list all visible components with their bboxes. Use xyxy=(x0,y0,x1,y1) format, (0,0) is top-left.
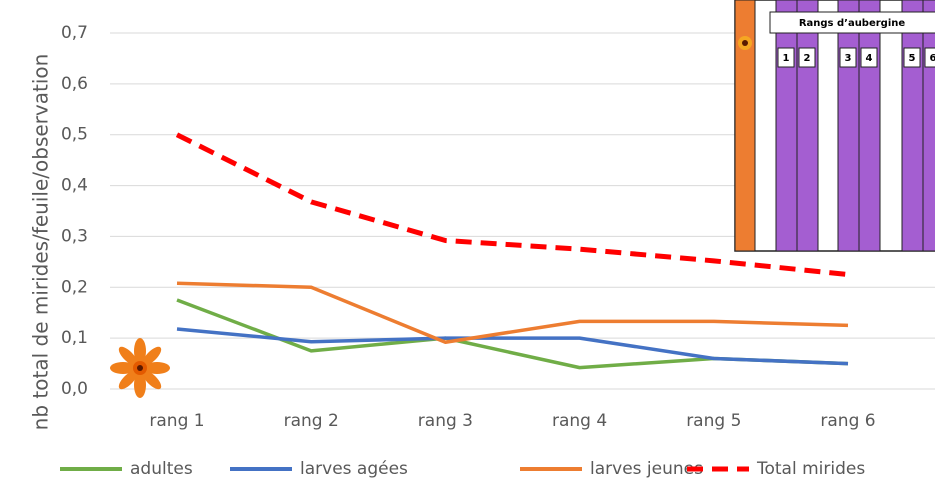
inset-title: Rangs d’aubergine xyxy=(799,18,906,29)
series-line xyxy=(177,329,848,364)
y-tick-label: 0,3 xyxy=(61,226,88,246)
legend: adultes larves agées larves jeunes Total mi… xyxy=(60,459,865,479)
x-tick-label: rang 6 xyxy=(820,411,875,431)
legend-label: larves agées xyxy=(300,459,408,479)
row-number: 5 xyxy=(909,53,916,64)
legend-label: Total mirides xyxy=(756,459,865,479)
x-tick-label: rang 5 xyxy=(686,411,741,431)
chart: nb total de mirides/feuile/observation 0… xyxy=(0,0,935,484)
series-line xyxy=(177,300,848,368)
y-tick-label: 0,4 xyxy=(61,176,88,196)
y-tick-label: 0,0 xyxy=(61,379,88,399)
y-tick-label: 0,1 xyxy=(61,328,88,348)
y-axis-label: nb total de mirides/feuile/observation xyxy=(29,54,53,431)
legend-label: larves jeunes xyxy=(590,459,703,479)
x-tick-label: rang 4 xyxy=(552,411,607,431)
x-tick-label: rang 2 xyxy=(284,411,339,431)
row-number: 1 xyxy=(783,53,790,64)
series-line xyxy=(177,283,848,342)
x-tick-label: rang 1 xyxy=(149,411,204,431)
y-tick-label: 0,6 xyxy=(61,74,88,94)
x-tick-label: rang 3 xyxy=(418,411,473,431)
y-tick-label: 0,5 xyxy=(61,125,88,145)
inset-diagram: Rangs d’aubergine 1 2 3 4 5 6 xyxy=(735,0,935,251)
legend-label: adultes xyxy=(130,459,193,479)
row-number: 2 xyxy=(804,53,811,64)
row-number: 6 xyxy=(930,53,935,64)
y-tick-label: 0,2 xyxy=(61,277,88,297)
y-tick-label: 0,7 xyxy=(61,23,88,43)
row-number: 3 xyxy=(845,53,852,64)
row-number: 4 xyxy=(866,53,873,64)
